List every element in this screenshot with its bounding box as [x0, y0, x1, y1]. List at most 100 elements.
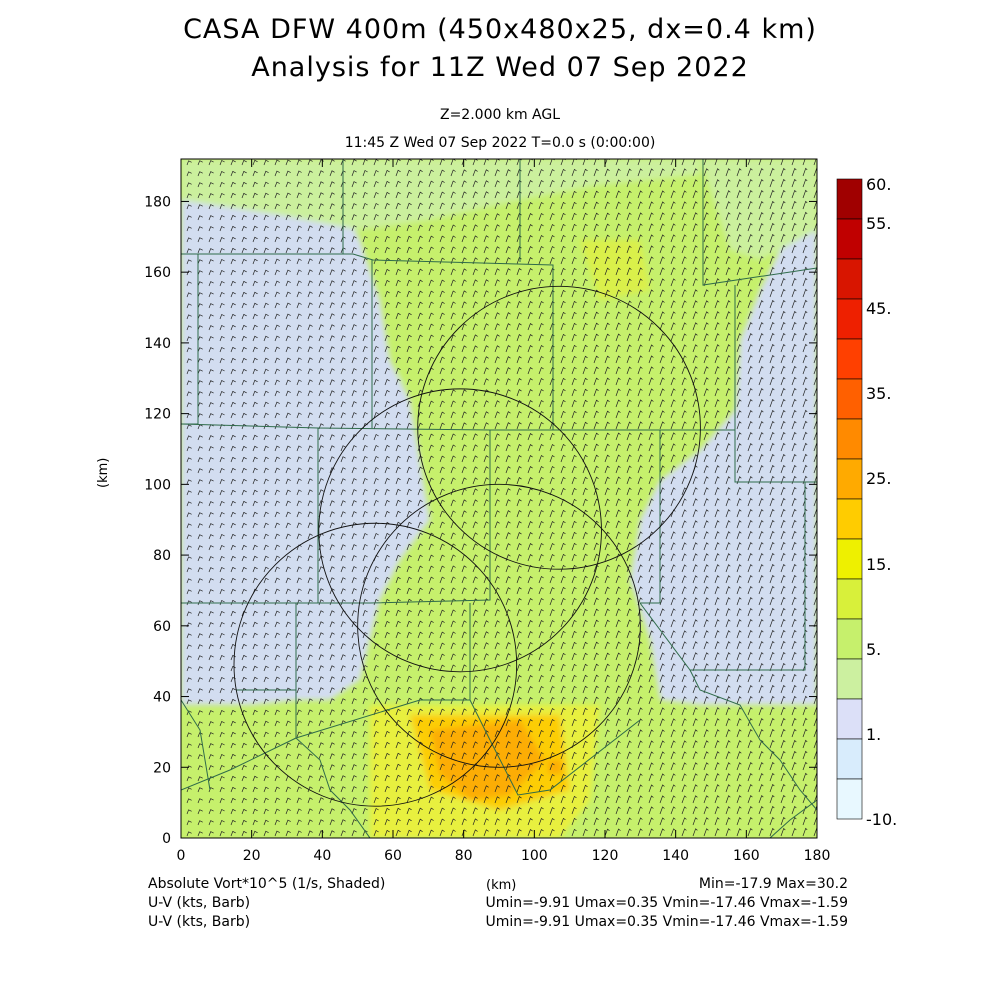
- wind-barb: [472, 609, 478, 617]
- wind-barb: [659, 377, 665, 386]
- wind-barb: [648, 553, 654, 562]
- wind-barb: [197, 446, 203, 452]
- wind-barb: [296, 786, 302, 793]
- wind-barb: [483, 565, 489, 573]
- wind-barb: [406, 664, 412, 672]
- wind-barb: [659, 817, 665, 826]
- wind-barb: [450, 697, 456, 705]
- wind-barb: [208, 281, 214, 287]
- wind-barb: [274, 654, 280, 661]
- wind-barb: [637, 443, 643, 452]
- wind-barb: [318, 687, 324, 694]
- wind-barb: [285, 797, 291, 804]
- wind-barb: [472, 213, 478, 221]
- y-tick-label: 40: [153, 690, 171, 706]
- wind-barb: [538, 322, 544, 331]
- x-axis: 0 20 40 60 80 100 120 140 160 180: [177, 159, 830, 864]
- wind-barb: [505, 180, 511, 188]
- wind-barb: [516, 675, 522, 683]
- wind-barb: [351, 819, 357, 826]
- wind-barb: [340, 786, 346, 793]
- wind-barb: [197, 545, 203, 551]
- wind-barb: [714, 322, 720, 331]
- wind-barb: [571, 608, 577, 617]
- wind-barb: [791, 728, 797, 738]
- wind-barb: [439, 367, 445, 375]
- wind-barb: [274, 214, 280, 221]
- wind-barb: [208, 677, 214, 683]
- wind-barb: [747, 343, 753, 353]
- wind-barb: [252, 830, 258, 837]
- wind-barb: [494, 279, 500, 287]
- wind-barb: [483, 741, 489, 749]
- wind-barb: [197, 567, 203, 573]
- wind-barb: [186, 501, 192, 507]
- wind-barb: [703, 696, 709, 705]
- wind-barb: [384, 719, 390, 727]
- wind-barb: [538, 674, 544, 683]
- wind-barb: [626, 355, 632, 364]
- wind-barb: [340, 346, 346, 353]
- wind-barb: [725, 245, 731, 254]
- wind-barb: [527, 554, 533, 562]
- wind-barb: [681, 608, 687, 617]
- wind-barb: [549, 256, 555, 265]
- wind-barb: [241, 170, 247, 177]
- wind-barb: [208, 622, 214, 628]
- wind-barb: [406, 301, 412, 309]
- wind-barb: [351, 313, 357, 320]
- wind-barb: [252, 291, 258, 298]
- wind-barb: [439, 708, 445, 716]
- wind-barb: [351, 786, 357, 793]
- wind-barb: [747, 387, 753, 397]
- wind-barb: [186, 831, 192, 837]
- wind-barb: [615, 487, 621, 496]
- wind-barb: [505, 279, 511, 287]
- wind-barb: [483, 477, 489, 485]
- wind-barb: [263, 610, 269, 617]
- wind-barb: [670, 674, 676, 683]
- wind-barb: [230, 357, 236, 364]
- wind-barb: [648, 795, 654, 804]
- wind-barb: [241, 808, 247, 815]
- wind-barb: [582, 652, 588, 661]
- wind-barb: [263, 808, 269, 815]
- wind-barb: [494, 268, 500, 276]
- wind-barb: [428, 169, 434, 177]
- wind-barb: [791, 266, 797, 276]
- wind-barb: [505, 235, 511, 243]
- wind-barb: [351, 478, 357, 485]
- wind-barb: [406, 829, 412, 837]
- wind-barb: [263, 786, 269, 793]
- wind-barb: [197, 435, 203, 441]
- wind-barb: [637, 454, 643, 463]
- wind-barb: [219, 314, 225, 320]
- wind-barb: [197, 820, 203, 826]
- wind-barb: [417, 510, 423, 518]
- wind-barb: [758, 519, 764, 529]
- wind-barb: [769, 442, 775, 452]
- y-tick-label: 140: [144, 336, 171, 352]
- wind-barb: [406, 510, 412, 518]
- wind-barb: [593, 696, 599, 705]
- wind-barb: [549, 333, 555, 342]
- time-label: 11:45 Z Wed 07 Sep 2022 T=0.0 s (0:00:00…: [344, 135, 656, 151]
- wind-barb: [296, 819, 302, 826]
- wind-barb: [461, 609, 467, 617]
- wind-barb: [560, 388, 566, 397]
- wind-barb: [285, 808, 291, 815]
- wind-barb: [219, 776, 225, 782]
- wind-barb: [406, 796, 412, 804]
- wind-barb: [703, 366, 709, 375]
- wind-barb: [648, 729, 654, 738]
- wind-barb: [428, 466, 434, 474]
- wind-barb: [802, 640, 808, 650]
- wind-barb: [296, 467, 302, 474]
- wind-barb: [747, 321, 753, 331]
- wind-barb: [758, 827, 764, 837]
- wind-barb: [571, 817, 577, 826]
- wind-barb: [318, 379, 324, 386]
- wind-barb: [395, 180, 401, 188]
- wind-barb: [362, 202, 368, 210]
- wind-barb: [274, 808, 280, 815]
